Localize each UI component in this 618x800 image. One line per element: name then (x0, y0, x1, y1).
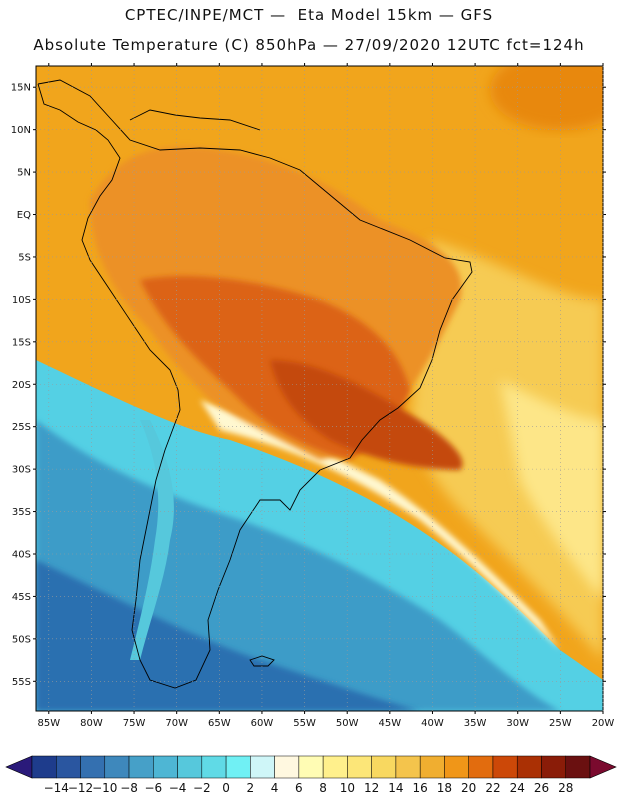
map-frame (35, 65, 604, 712)
lat-label: 35S (12, 507, 31, 518)
colorbar-arrow-right (589, 755, 617, 779)
colorbar-label: 26 (534, 781, 549, 795)
colorbar-label: −12 (68, 781, 93, 795)
colorbar-label: 22 (485, 781, 500, 795)
colorbar-label: 4 (271, 781, 279, 795)
lat-label: 50S (12, 634, 31, 645)
colorbar-label: −6 (144, 781, 162, 795)
lat-label: 20S (12, 380, 31, 391)
lat-label: 55S (12, 677, 31, 688)
lon-label: 80W (80, 718, 103, 729)
atlantic-pale-zone (500, 380, 603, 600)
lon-label: 50W (336, 718, 359, 729)
colorbar-swatch (201, 755, 227, 779)
colorbar-swatch (274, 755, 300, 779)
lon-label: 70W (165, 718, 188, 729)
lon-label: 85W (37, 718, 60, 729)
lat-label: 15S (12, 337, 31, 348)
colorbar-label: −14 (44, 781, 69, 795)
colorbar-label: −2 (193, 781, 211, 795)
colorbar-label: 18 (437, 781, 452, 795)
lat-label: 10S (12, 295, 31, 306)
colorbar-label: 6 (295, 781, 303, 795)
colorbar-swatch (104, 755, 130, 779)
colorbar-swatch (298, 755, 324, 779)
lat-label: 5N (17, 168, 31, 179)
colorbar-swatch (419, 755, 445, 779)
colorbar-swatch (225, 755, 251, 779)
temperature-field (36, 66, 603, 711)
colorbar-label: 2 (247, 781, 255, 795)
colorbar-swatch (347, 755, 372, 779)
graticule (33, 63, 606, 714)
colorbar-swatch (395, 755, 421, 779)
lon-label: 65W (208, 718, 231, 729)
colorbar-swatch (177, 755, 203, 779)
colorbar-swatch (56, 755, 81, 779)
colorbar-swatch (80, 755, 106, 779)
lon-label: 40W (421, 718, 444, 729)
colorbar-label: 0 (222, 781, 230, 795)
lon-label: 30W (506, 718, 529, 729)
colorbar-swatch (492, 755, 518, 779)
falklands-islands (249, 655, 275, 667)
lat-label: 30S (12, 465, 31, 476)
lat-label: 15N (11, 83, 31, 94)
lat-label: 40S (12, 549, 31, 560)
colorbar-label: 28 (558, 781, 573, 795)
colorbar-label: 14 (388, 781, 403, 795)
colorbar-label: 24 (510, 781, 525, 795)
lat-label: 10N (11, 125, 31, 136)
caribbean-coast (129, 109, 261, 131)
colorbar-swatch (250, 755, 275, 779)
lat-label: 5S (18, 252, 31, 263)
lon-label: 45W (379, 718, 402, 729)
land-hottest-zone (270, 360, 463, 470)
colorbar-label: 10 (340, 781, 355, 795)
lon-label: 55W (293, 718, 316, 729)
lon-label: 75W (123, 718, 146, 729)
colorbar-swatch (153, 755, 178, 779)
colorbar-swatch (444, 755, 469, 779)
map-title-line2: Absolute Temperature (C) 850hPa — 27/09/… (33, 36, 585, 54)
colorbar-swatch (322, 755, 348, 779)
lat-label: EQ (17, 210, 31, 221)
cold-front-band (200, 400, 560, 650)
colorbar-arrow-left (5, 755, 33, 779)
map-title-line1: CPTEC/INPE/MCT — Eta Model 15km — GFS (124, 6, 494, 24)
colorbar-swatch (31, 755, 57, 779)
colorbar-label: −8 (120, 781, 138, 795)
deep-blue-zone (36, 560, 420, 711)
colorbar-label: 8 (319, 781, 327, 795)
lon-label: 20W (592, 718, 615, 729)
colorbar-label: −4 (169, 781, 187, 795)
lat-label: 45S (12, 592, 31, 603)
colorbar-label: −10 (92, 781, 117, 795)
lat-label: 25S (12, 422, 31, 433)
lon-label: 25W (549, 718, 572, 729)
atlantic-mid-zone (410, 240, 603, 660)
lon-label: 60W (251, 718, 274, 729)
colorbar-swatch (468, 755, 494, 779)
colorbar-swatch (565, 755, 591, 779)
coastline-layer (37, 79, 473, 689)
colorbar-label: 20 (461, 781, 476, 795)
colorbar-label: 16 (413, 781, 428, 795)
colorbar-swatch (516, 755, 542, 779)
lon-label: 35W (464, 718, 487, 729)
colorbar-swatch (371, 755, 397, 779)
colorbar-label: 12 (364, 781, 379, 795)
longitude-labels: 85W 80W 75W 70W 65W 60W 55W 50W 45W 40W 35W 30W 25W 2… (37, 718, 614, 729)
colorbar-swatch (128, 755, 154, 779)
ne-ocean-warm-patch (490, 66, 603, 130)
colorbar-swatch (541, 755, 566, 779)
south-america-coastline (37, 79, 473, 689)
andes-cold-strip (130, 420, 174, 660)
colorbar: −14−12−10 −8 −6 −4 −2 0 2 4 6 8 10 12 14 16 18 20 22 24 26… (5, 755, 617, 795)
latitude-labels: 15N 10N 5N EQ 5S 10S 15S 20S 25S 30S 35S 40S 45S 50S 5… (11, 83, 31, 688)
